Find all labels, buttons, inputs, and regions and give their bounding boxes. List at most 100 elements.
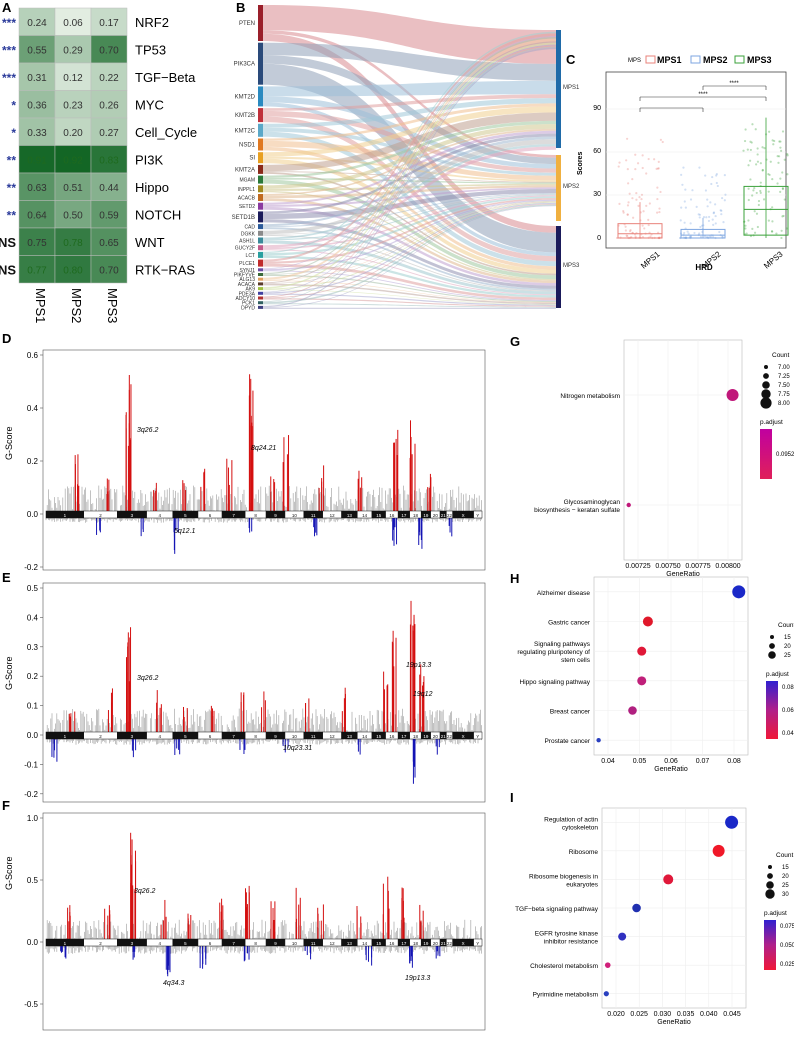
sankey-gene-node [258,251,263,258]
sankey-flow [263,198,556,264]
enrichment-term-label: Prostate cancer [544,738,590,745]
heatmap-cell [90,172,128,201]
enrichment-dot [663,874,674,885]
enrichment-term-label: stem cells [561,657,591,664]
boxplot-jitter-point [689,235,692,238]
boxplot-jitter-point [779,146,782,149]
heatmap-cell-value: 0.24 [27,18,47,29]
sankey-gene-label: KMT2C [235,128,256,134]
sankey-flow [263,283,556,305]
chromosome-label: 17 [401,513,407,518]
sankey-flow [263,190,556,281]
boxplot-jitter-point [780,229,783,232]
boxplot-jitter-point [642,210,645,213]
chromosome-label: 22 [447,734,453,739]
boxplot-jitter-point [635,192,638,195]
boxplot-jitter-point [750,141,753,144]
enrichment-panel-g: 0.00725 0.00750 0.00775 0.00800 GeneRatio Nit… [534,339,794,578]
boxplot-jitter-point [638,196,641,199]
heatmap-cell [90,255,128,284]
enrichment-panel-i: 0.020 0.025 0.030 0.035 0.040 0.045 GeneRatio R… [515,807,794,1026]
sankey-flow [263,293,556,306]
boxplot-jitter-point [624,229,627,232]
chromosome-label: 10 [292,513,298,518]
enrichment-term-label: Breast cancer [550,709,591,716]
chromosome-label: 15 [376,941,382,946]
chromosome-label: 14 [362,941,368,946]
boxplot-jitter-point [720,209,723,212]
count-legend-label: 20 [784,644,791,650]
boxplot-jitter-point [755,212,759,215]
boxplot-jitter-point [767,190,770,193]
chromosome-band [473,938,483,947]
sankey-gene-label: AK9 [246,287,256,293]
heatmap-row-label: NRF2 [135,15,169,30]
count-legend-label: 7.25 [778,374,790,380]
boxplot-jitter-point [723,199,726,202]
boxplot-jitter-point [647,223,650,227]
boxplot-ytick: 90 [593,105,601,112]
gistic-plot-frame [42,812,486,1031]
heatmap-cell [18,255,56,284]
boxplot-jitter-point [771,206,774,209]
sankey-flow [263,274,556,303]
boxplot-jitter-point [745,232,748,235]
legend-label-mps3: MPS3 [747,55,772,65]
padj-legend-title: p.adjust [766,671,789,678]
boxplot-jitter-point [714,222,717,225]
chromosome-label: 7 [232,513,235,518]
sankey-gene-label: PCK1 [242,301,255,307]
count-legend-dot [764,365,768,369]
count-legend-label: 30 [782,892,789,898]
boxplot-jitter-point [625,159,628,162]
boxplot-legend-title: MPS [628,58,641,64]
boxplot-jitter-point [759,191,762,194]
heatmap-cell [90,227,128,256]
boxplot-jitter-point [781,215,784,218]
sankey-gene-label: DGKK [241,231,256,237]
enrichment-term-label: regulating pluripotency of [517,649,590,656]
sankey-gene-label: ACACB [238,196,256,202]
boxplot-jitter-point [689,235,692,238]
boxplot-jitter-point [707,219,711,223]
sankey-flow [263,200,556,275]
boxplot-jitter-point [641,166,644,170]
sankey-target-node [556,155,561,221]
chromosome-label: 12 [330,941,336,946]
chromosome-label: 16 [389,734,395,739]
boxplot-jitter-point [704,189,708,192]
chromosome-label: 3 [131,513,134,518]
chromosome-label: 19 [423,734,429,739]
boxplot-jitter-point [708,215,711,219]
boxplot-ylabel: Scores [577,152,584,175]
chromosome-label: X [462,941,465,946]
heatmap-cell-value: 0.64 [27,210,47,221]
boxplot-jitter-point [683,231,686,235]
enrichment-dot [637,676,647,686]
sankey-gene-label: NSD1 [239,143,256,149]
significance-marker: * [11,98,16,112]
sankey-gene-node [258,237,263,244]
sankey-gene-node [258,259,263,267]
heatmap-cell-value: 0.63 [27,183,47,194]
chromosome-label: 13 [347,513,353,518]
gistic-panel-f: 1.00.50.0-0.5-1.012345678910111213141516… [24,812,486,1031]
padj-legend-title: p.adjust [760,419,783,426]
heatmap-cell [18,7,56,36]
boxplot-jitter-point [720,213,723,216]
sankey-flow [263,131,556,267]
chromosome-label: 11 [311,941,316,946]
chromosome-label: 5 [184,734,187,739]
boxplot-jitter-point [723,174,726,177]
heatmap-row-label: MYC [135,97,164,112]
boxplot-jitter-point [634,153,637,156]
enrichment-dot [632,903,641,913]
sankey-gene-label: CAD [244,225,255,231]
chromosome-label: 17 [401,941,407,946]
count-legend-label: 8.00 [778,401,790,407]
boxplot-jitter-point [624,225,627,228]
heatmap-cell [18,35,56,64]
enrichment-term-label: cytoskeleton [562,824,599,831]
boxplot-jitter-point [647,218,650,221]
